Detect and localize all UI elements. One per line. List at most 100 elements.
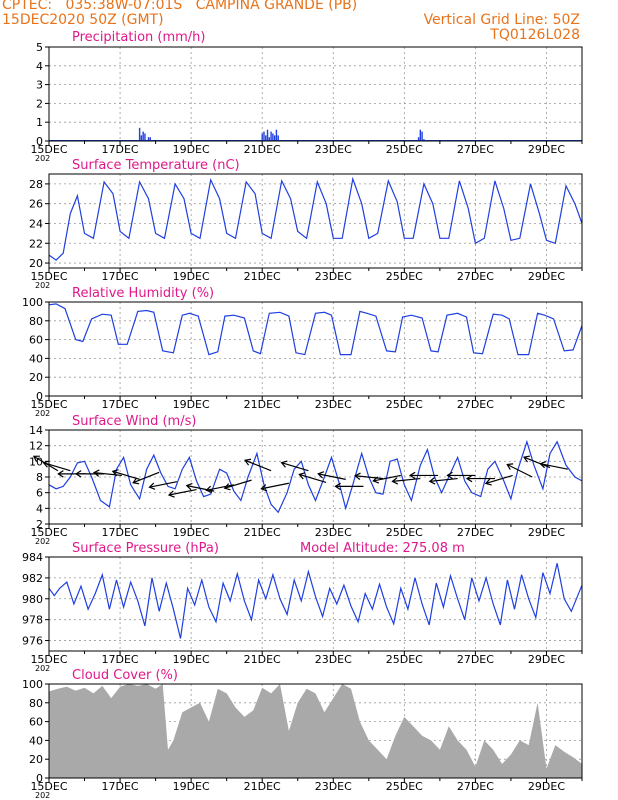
temperature-xtick-label: 29DEC [528,270,565,283]
wind-vector [148,481,178,490]
temperature-xtick-label: 23DEC [315,270,352,283]
humidity-xtick-label: 23DEC [315,398,352,411]
precipitation-xtick-label: 15DEC [30,143,67,156]
humidity-ytick-label: 20 [29,371,43,384]
wind-vector [205,484,234,494]
cloud-cover-xtick-label: 19DEC [173,780,210,793]
precipitation-ytick-label: 3 [36,79,43,92]
temperature-xtick-label: 19DEC [173,270,210,283]
precipitation-bar [275,129,278,141]
temperature-ytick-label: 22 [29,237,43,250]
precipitation-xtick-label: 29DEC [528,143,565,156]
wind-vector [223,479,252,491]
cloud-cover-xtick-label: 21DEC [244,780,281,793]
wind-ytick-label: 4 [36,502,43,515]
wind-vector [244,458,272,472]
precipitation-panel: 0 1 2 3 4 5 15DEC 17DEC 19DEC 21DEC 23DEC 25DEC 27DE… [30,30,583,163]
cloud-cover-xtick-label: 15DEC [30,780,67,793]
cloud-cover-ytick-label: 0 [36,772,43,785]
wind-line [48,439,583,514]
cloud-cover-xtick-label: 25DEC [386,780,423,793]
wind-xtick-label: 27DEC [457,526,494,539]
cloud-cover-xtick-label: 29DEC [528,780,565,793]
cloud-cover-ytick-label: 20 [29,753,43,766]
humidity-xtick-label: 15DEC [30,398,67,411]
precipitation-ytick-label: 4 [36,60,43,73]
pressure-ytick-label: 978 [22,614,43,627]
pressure-line [48,563,583,639]
humidity-xtick-label: 25DEC [386,398,423,411]
wind-ytick-label: 12 [29,440,43,453]
temperature-year-label: 202 [35,281,50,290]
precipitation-bar [266,129,269,141]
cloud-cover-ytick-label: 60 [29,716,43,729]
precipitation-ytick-label: 2 [36,97,43,110]
cloud-cover-year-label: 202 [35,791,50,800]
temperature-xtick-label: 27DEC [457,270,494,283]
humidity-xtick-label: 19DEC [173,398,210,411]
precipitation-title: Precipitation (mm/h) [72,30,205,45]
wind-vector [167,488,197,498]
wind-vector [260,482,289,492]
humidity-ytick-label: 60 [29,334,43,347]
precipitation-bar [149,137,151,141]
wind-vector [408,471,439,480]
pressure-ytick-label: 980 [22,593,43,606]
precipitation-bar [144,133,146,141]
wind-vector [42,460,71,472]
wind-title: Surface Wind (m/s) [72,414,196,429]
wind-vector [92,469,122,477]
cloud-cover-xtick-label: 17DEC [102,780,139,793]
wind-vector [317,471,346,480]
humidity-year-label: 202 [35,409,50,418]
temperature-panel: 20 22 24 26 28 15DEC 17DEC 19DEC 21DEC 23DEC 25DEC… [29,158,583,290]
precipitation-xtick-label: 23DEC [315,143,352,156]
humidity-xtick-label: 29DEC [528,398,565,411]
precipitation-ytick-label: 1 [36,116,43,129]
precipitation-frame [48,46,583,142]
temperature-xtick-label: 25DEC [386,270,423,283]
wind-vector [74,470,105,478]
humidity-panel: 0 20 40 60 80 100 15DEC 17DEC 19DEC 21DEC 23DEC 25D… [22,286,583,418]
temperature-ytick-label: 20 [29,257,43,270]
cloud-cover-ytick-label: 80 [29,697,43,710]
wind-xtick-label: 29DEC [528,526,565,539]
precipitation-bar [140,135,143,141]
precipitation-bar [419,129,422,141]
pressure-year-label: 202 [35,664,50,673]
wind-vector [280,460,309,472]
wind-vector [484,474,513,486]
precipitation-bar [142,131,144,141]
temperature-frame [48,173,583,269]
humidity-line [48,303,583,356]
wind-xtick-label: 21DEC [244,526,281,539]
pressure-xtick-label: 21DEC [244,653,281,666]
wind-vector [428,477,458,485]
pressure-ytick-label: 982 [22,572,43,585]
wind-vector [506,463,533,478]
pressure-ytick-label: 976 [22,635,43,648]
precipitation-bar [272,133,274,141]
precipitation-bar [263,131,265,141]
pressure-xtick-label: 25DEC [386,653,423,666]
pressure-xtick-label: 19DEC [173,653,210,666]
pressure-title: Surface Pressure (hPa) [72,541,219,556]
pressure-annotation: Model Altitude: 275.08 m [300,541,465,556]
humidity-title: Relative Humidity (%) [72,286,214,301]
humidity-ytick-label: 40 [29,352,43,365]
pressure-xtick-label: 27DEC [457,653,494,666]
precipitation-bar [270,131,272,141]
header-grid-info: Vertical Grid Line: 50Z [423,12,580,28]
pressure-frame [48,556,583,652]
pressure-panel: 976 978 980 982 984 15DEC 17DEC 19DEC 21DEC 23DEC… [22,541,583,673]
precipitation-bar [421,131,423,141]
header-location: CPTEC: 035:38W-07:01S CAMPINA GRANDE (PB… [2,0,358,13]
temperature-ytick-label: 28 [29,178,43,191]
precipitation-xtick-label: 21DEC [244,143,281,156]
wind-ytick-label: 10 [29,455,43,468]
precipitation-bar [273,135,276,141]
cloud-cover-xtick-label: 23DEC [315,780,352,793]
wind-vector [354,472,384,480]
wind-ytick-label: 6 [36,487,43,500]
wind-vector [391,477,421,485]
